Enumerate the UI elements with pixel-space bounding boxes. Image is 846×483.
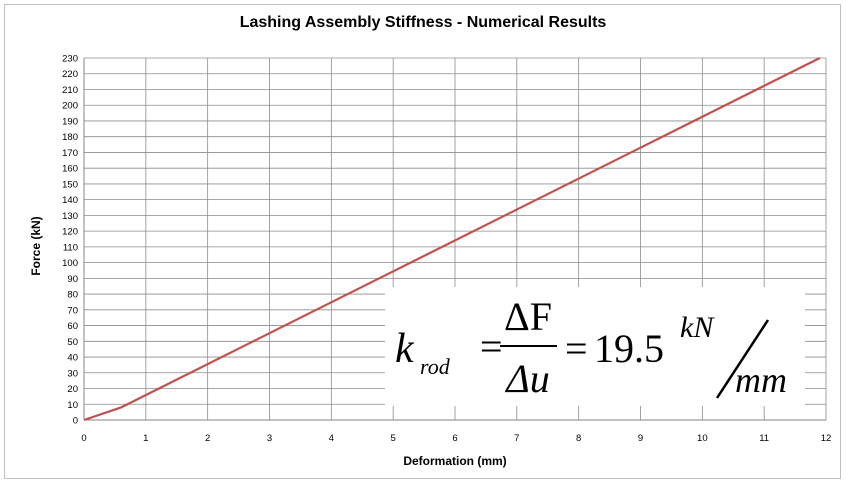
y-tick-label: 40 <box>67 353 78 364</box>
series-line <box>83 57 821 422</box>
series-layer <box>83 57 821 422</box>
formula-k-subscript: rod <box>420 354 451 379</box>
y-tick-label: 140 <box>62 195 78 206</box>
x-tick-label: 4 <box>329 433 334 444</box>
x-tick-label: 7 <box>514 433 519 444</box>
y-tick-label: 90 <box>67 274 78 285</box>
formula-unit-bottom: mm <box>735 360 787 400</box>
y-tick-label: 30 <box>67 368 78 379</box>
y-tick-label: 210 <box>62 85 78 96</box>
y-tick-label: 0 <box>73 416 78 427</box>
y-tick-label: 230 <box>62 54 78 65</box>
y-tick-label: 150 <box>62 179 78 190</box>
x-tick-label: 3 <box>267 433 272 444</box>
formula-annotation: k rod = ΔF Δu = 19.5 kN mm <box>385 287 805 406</box>
formula-unit-slash <box>715 319 770 399</box>
y-tick-label: 70 <box>67 305 78 316</box>
x-tick-label: 6 <box>452 433 457 444</box>
x-tick-label: 5 <box>391 433 396 444</box>
x-tick-label: 10 <box>697 433 708 444</box>
y-tick-label: 120 <box>62 227 78 238</box>
y-tick-label: 80 <box>67 290 78 301</box>
x-tick-label: 8 <box>576 433 581 444</box>
x-tick-label: 2 <box>205 433 210 444</box>
y-tick-label: 190 <box>62 116 78 127</box>
y-tick-label: 170 <box>62 148 78 159</box>
y-tick-label: 20 <box>67 384 78 395</box>
tick-labels: 0102030405060708090100110120130140150160… <box>62 54 831 445</box>
formula-denominator: Δu <box>504 356 549 401</box>
formula-value: 19.5 <box>594 326 664 371</box>
y-tick-label: 160 <box>62 164 78 175</box>
chart-title: Lashing Assembly Stiffness - Numerical R… <box>239 14 607 31</box>
formula-equals-1: = <box>480 324 503 369</box>
x-tick-label: 12 <box>821 433 832 444</box>
x-tick-label: 0 <box>81 433 86 444</box>
axes <box>83 58 826 421</box>
formula-equals-2: = <box>565 326 588 371</box>
formula-box <box>385 287 805 406</box>
y-tick-label: 220 <box>62 69 78 80</box>
y-tick-label: 60 <box>67 321 78 332</box>
y-tick-label: 100 <box>62 258 78 269</box>
formula-numerator: ΔF <box>504 294 552 339</box>
formula-unit-top: kN <box>680 311 715 344</box>
x-axis-label: Deformation (mm) <box>403 454 506 468</box>
y-tick-label: 130 <box>62 211 78 222</box>
formula-k: k <box>395 326 415 372</box>
y-tick-label: 200 <box>62 101 78 112</box>
x-tick-label: 9 <box>638 433 643 444</box>
y-tick-label: 110 <box>63 242 78 253</box>
y-axis-label: Force (kN) <box>29 216 43 275</box>
y-tick-label: 50 <box>67 337 78 348</box>
x-tick-label: 11 <box>759 433 769 444</box>
y-tick-label: 10 <box>67 400 78 411</box>
y-tick-label: 180 <box>62 132 78 143</box>
x-tick-label: 1 <box>143 433 148 444</box>
